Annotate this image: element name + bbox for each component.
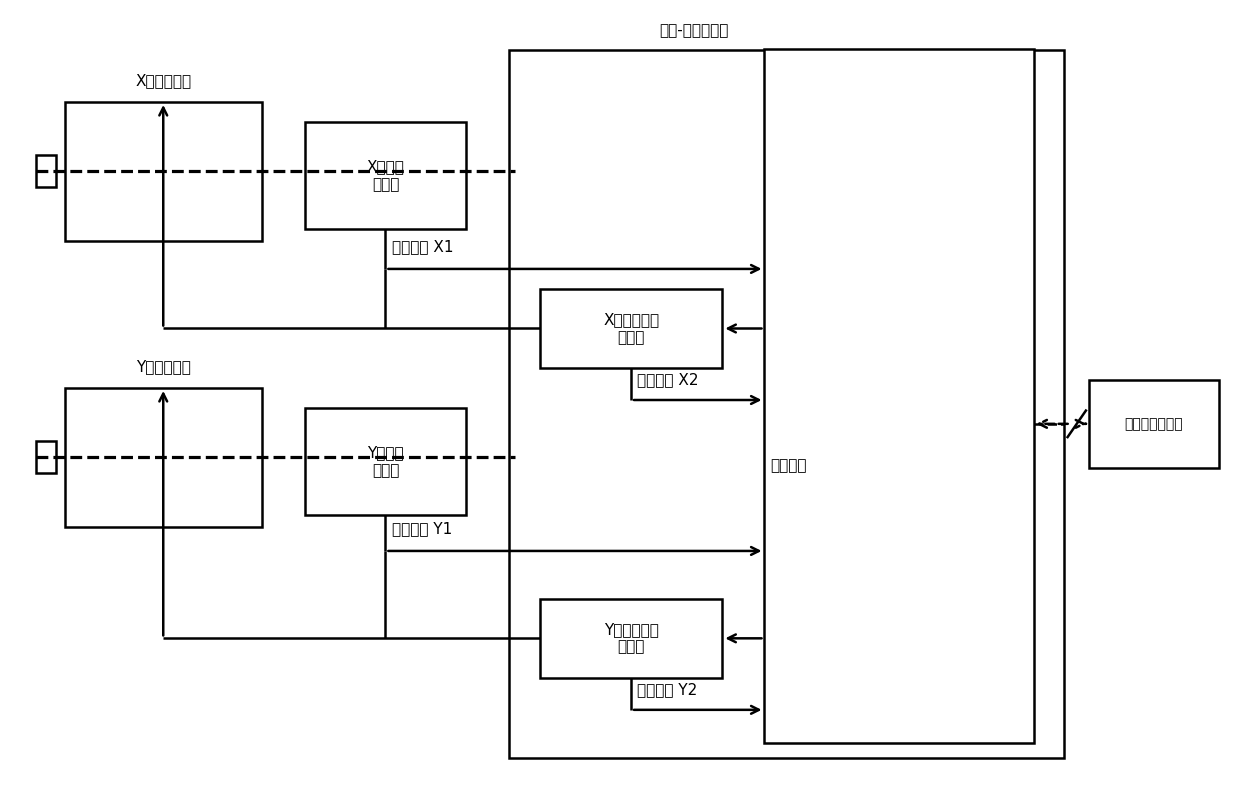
Text: Y轴位置
编码器: Y轴位置 编码器 <box>367 446 404 478</box>
Text: 行程反馈 X1: 行程反馈 X1 <box>392 240 453 254</box>
Text: Y轴步进电机: Y轴步进电机 <box>136 358 191 374</box>
Text: 微控制器: 微控制器 <box>770 458 807 473</box>
FancyBboxPatch shape <box>539 289 723 368</box>
Text: Y轴步进电机
驱动器: Y轴步进电机 驱动器 <box>604 622 658 654</box>
Text: 坐标-位移控制器: 坐标-位移控制器 <box>658 23 728 38</box>
FancyBboxPatch shape <box>64 388 262 527</box>
FancyBboxPatch shape <box>36 442 56 473</box>
FancyBboxPatch shape <box>508 50 1064 758</box>
FancyBboxPatch shape <box>764 49 1033 743</box>
FancyBboxPatch shape <box>305 122 466 229</box>
FancyBboxPatch shape <box>1089 380 1219 467</box>
Text: 行程反馈 X2: 行程反馈 X2 <box>637 372 699 387</box>
Text: X轴位置
编码器: X轴位置 编码器 <box>367 159 404 192</box>
Text: 行程反馈 Y1: 行程反馈 Y1 <box>392 522 451 537</box>
Text: 行程反馈 Y2: 行程反馈 Y2 <box>637 682 698 697</box>
FancyBboxPatch shape <box>64 102 262 241</box>
FancyBboxPatch shape <box>539 598 723 678</box>
FancyBboxPatch shape <box>305 408 466 515</box>
Text: 数据处理工作站: 数据处理工作站 <box>1125 417 1183 431</box>
Text: X轴步进电机: X轴步进电机 <box>135 73 191 88</box>
FancyBboxPatch shape <box>36 155 56 187</box>
Text: X轴步进电机
驱动器: X轴步进电机 驱动器 <box>603 312 660 345</box>
